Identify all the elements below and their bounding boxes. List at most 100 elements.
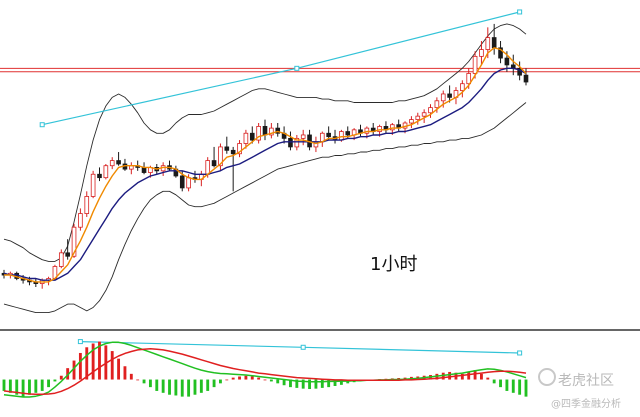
candle-body	[103, 165, 109, 179]
candle-body	[479, 49, 484, 57]
macd-histogram-bar	[308, 379, 311, 390]
trendline-anchor-macd	[517, 350, 523, 356]
macd-histogram-bar	[524, 379, 528, 397]
trendline-anchor-price	[294, 65, 300, 71]
candle-body	[447, 93, 452, 98]
macd-histogram-bar	[250, 376, 254, 380]
macd-histogram-bar	[257, 377, 261, 380]
macd-histogram-bar	[448, 371, 452, 380]
candle-body	[262, 126, 268, 136]
macd-histogram-bar	[301, 379, 305, 389]
macd-histogram-bar	[492, 379, 496, 384]
candle-body	[428, 107, 433, 114]
macd-histogram-bar	[59, 375, 63, 380]
macd-histogram-bar	[320, 379, 324, 388]
candle-body	[58, 252, 64, 267]
macd-histogram-bar	[136, 379, 140, 381]
macd-histogram-bar	[499, 379, 502, 388]
candle-body	[390, 124, 395, 131]
macd-histogram-bar	[467, 371, 471, 380]
candle-body	[78, 213, 83, 228]
candle-body	[230, 149, 236, 155]
trendline-anchor-price	[39, 122, 45, 128]
macd-histogram-bar	[282, 379, 286, 386]
watermark-brand: 老虎社区	[558, 373, 614, 389]
candle-body	[377, 126, 382, 132]
timeframe-label: 1小时	[370, 254, 418, 275]
candle-body	[275, 127, 281, 134]
macd-histogram-bar	[276, 379, 280, 384]
candle-body	[409, 119, 414, 124]
macd-histogram-bar	[34, 379, 38, 393]
candle-body	[294, 137, 300, 148]
macd-histogram-bar	[161, 379, 165, 393]
macd-histogram-bar	[333, 379, 337, 386]
candle-body	[440, 93, 446, 102]
candle-body	[249, 132, 255, 141]
candle-body	[345, 131, 351, 136]
macd-histogram-bar	[78, 352, 82, 380]
macd-histogram-bar	[263, 379, 267, 381]
macd-histogram-bar	[206, 379, 210, 391]
macd-histogram-bar	[148, 379, 152, 388]
candle-body	[339, 131, 344, 141]
candle-body	[415, 115, 421, 120]
candle-body	[269, 127, 274, 136]
candle-body	[237, 143, 242, 155]
macd-histogram-bar	[91, 343, 95, 380]
candle-body	[71, 226, 77, 257]
macd-histogram-bar	[289, 379, 292, 388]
candle-body	[485, 37, 491, 50]
macd-histogram-bar	[244, 375, 248, 380]
candle-body	[116, 160, 121, 165]
macd-histogram-bar	[219, 379, 222, 384]
macd-histogram-bar	[28, 379, 31, 395]
macd-histogram-bar	[142, 379, 146, 384]
macd-histogram-bar	[231, 377, 235, 380]
macd-histogram-bar	[66, 368, 70, 380]
macd-histogram-bar	[180, 379, 184, 397]
candle-body	[224, 146, 230, 151]
macd-histogram-bar	[155, 379, 159, 391]
candle-body	[179, 175, 185, 189]
macd-histogram-bar	[486, 377, 490, 380]
macd-histogram-bar	[129, 373, 133, 380]
candle-body	[97, 173, 102, 179]
macd-histogram-bar	[123, 366, 127, 380]
candle-body	[218, 146, 223, 167]
trendline-anchor-macd	[77, 339, 83, 345]
macd-histogram-bar	[511, 379, 515, 393]
candle-body	[466, 73, 472, 85]
macd-histogram-bar	[295, 379, 299, 388]
candle-body	[288, 137, 293, 148]
candle-body	[84, 196, 90, 214]
candle-body	[434, 100, 440, 109]
bollinger-lower-band	[3, 102, 527, 314]
candle-body	[523, 74, 529, 83]
macd-dea-line	[3, 348, 527, 396]
macd-histogram-bar	[314, 379, 318, 389]
candle-body	[256, 126, 261, 141]
macd-histogram-bar	[85, 347, 89, 380]
macd-histogram-bar	[238, 376, 241, 380]
macd-histogram-bar	[110, 351, 114, 380]
macd-histogram-bar	[2, 379, 6, 391]
trendline-anchor-macd	[300, 344, 306, 350]
candle-body	[205, 160, 211, 175]
macd-histogram-bar	[117, 358, 121, 380]
candle-body	[90, 173, 96, 197]
ma-slow-line	[3, 67, 527, 281]
candle-body	[504, 57, 510, 66]
candle-body	[460, 83, 465, 91]
candle-body	[472, 55, 478, 74]
macd-histogram-bar	[269, 379, 273, 382]
macd-histogram-bar	[8, 379, 12, 393]
macd-histogram-bar	[460, 373, 464, 380]
candle-body	[211, 160, 217, 167]
macd-histogram-bar	[72, 360, 76, 380]
macd-histogram-bar	[174, 379, 178, 396]
macd-histogram-bar	[518, 379, 522, 395]
macd-histogram-bar	[98, 341, 101, 380]
macd-histogram-bar	[480, 373, 483, 380]
